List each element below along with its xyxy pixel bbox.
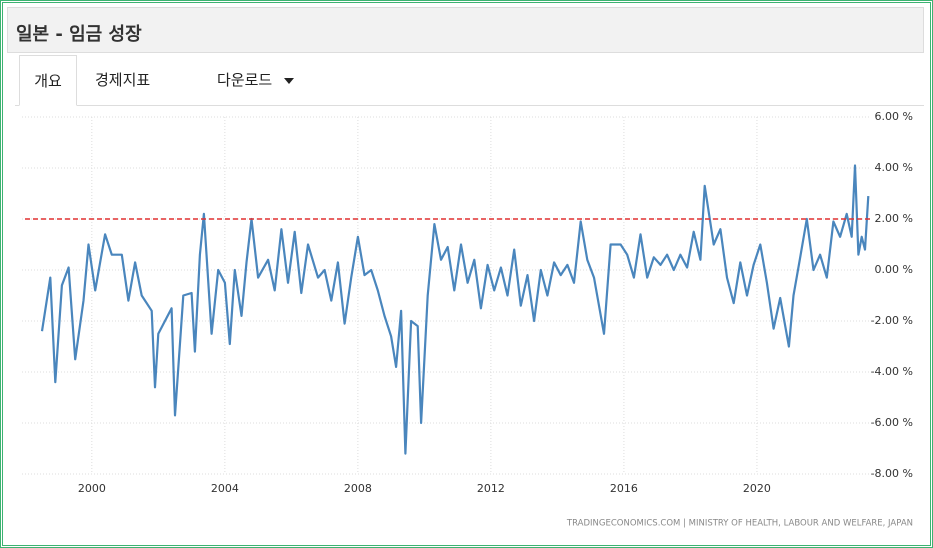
- y-tick-label: 0.00 %: [875, 263, 913, 276]
- y-tick-label: 6.00 %: [875, 110, 913, 123]
- page-title: 일본 - 임금 성장: [16, 24, 142, 45]
- source-note: TRADINGECONOMICS.COM | MINISTRY OF HEALT…: [566, 519, 913, 529]
- x-tick-label: 2016: [610, 482, 638, 495]
- tab[interactable]: 개요: [19, 55, 77, 106]
- x-tick-label: 2000: [78, 482, 106, 495]
- tab[interactable]: 다운로드: [217, 55, 295, 105]
- x-tick-label: 2008: [344, 482, 372, 495]
- chart: 6.00 % 4.00 % 2.00 % 0.00 % -2.00 % -4.00 % -6…: [22, 110, 913, 529]
- x-tick-label: 2004: [211, 482, 239, 495]
- y-tick-label: -4.00 %: [871, 365, 913, 378]
- y-tick-label: -6.00 %: [871, 416, 913, 429]
- tab[interactable]: 경제지표: [95, 71, 151, 89]
- title-bar: 일본 - 임금 성장: [7, 7, 924, 53]
- y-tick-label: -8.00 %: [871, 467, 913, 480]
- y-tick-label: 2.00 %: [875, 212, 913, 225]
- dropdown-arrow: [283, 78, 294, 84]
- line-series: [40, 164, 870, 455]
- tab-label[interactable]: 다운로드: [217, 71, 273, 89]
- tab-bar: 개요 경제지표 다운로드: [15, 55, 924, 106]
- x-tick-label: 2012: [477, 482, 505, 495]
- y-tick-label: -2.00 %: [871, 314, 913, 327]
- x-tick-label: 2020: [743, 482, 771, 495]
- y-tick-label: 4.00 %: [875, 161, 913, 174]
